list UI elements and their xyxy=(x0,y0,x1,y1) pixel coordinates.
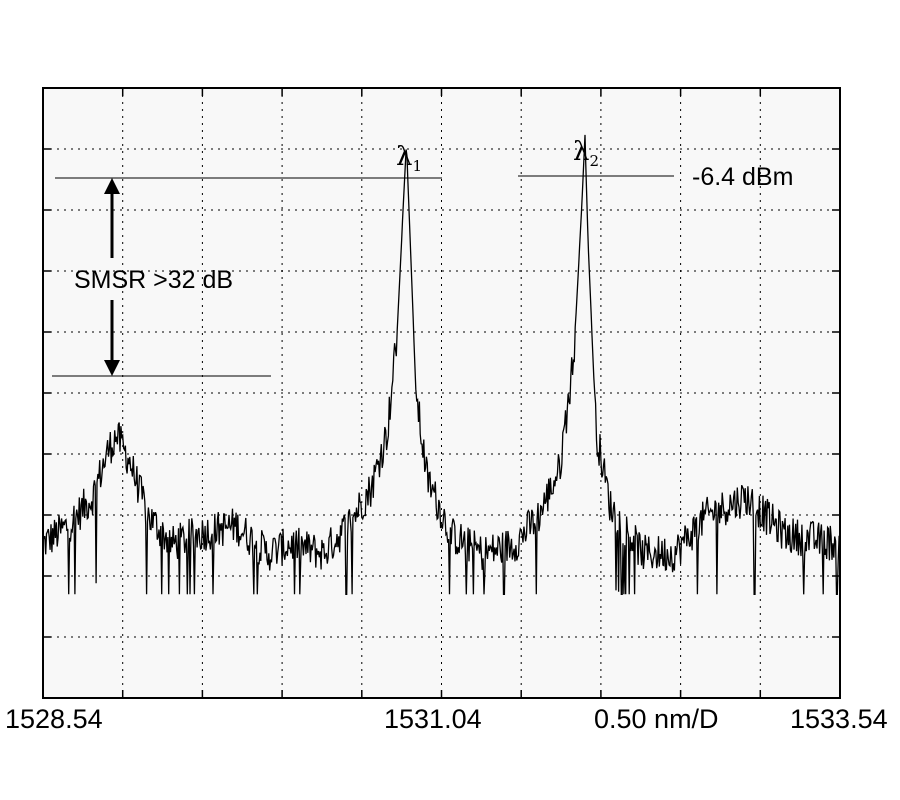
smsr-arrow-head-down xyxy=(104,360,120,376)
x-tick-label-center: 1531.04 xyxy=(384,704,482,734)
annotations: SMSR >32 dB -6.4 dBm λ1 λ2 xyxy=(52,137,793,377)
x-tick-label-right: 1533.54 xyxy=(790,704,888,734)
smsr-label: SMSR >32 dB xyxy=(74,266,233,294)
smsr-arrow-head-up xyxy=(104,178,120,194)
scale-label: 0.50 nm/D xyxy=(594,704,719,734)
plot-area xyxy=(42,87,841,699)
power-label: -6.4 dBm xyxy=(692,163,793,191)
spectrum-trace xyxy=(42,134,841,595)
lambda-1-label: λ1 xyxy=(396,142,422,175)
x-tick-label-left: 1528.54 xyxy=(5,704,103,734)
